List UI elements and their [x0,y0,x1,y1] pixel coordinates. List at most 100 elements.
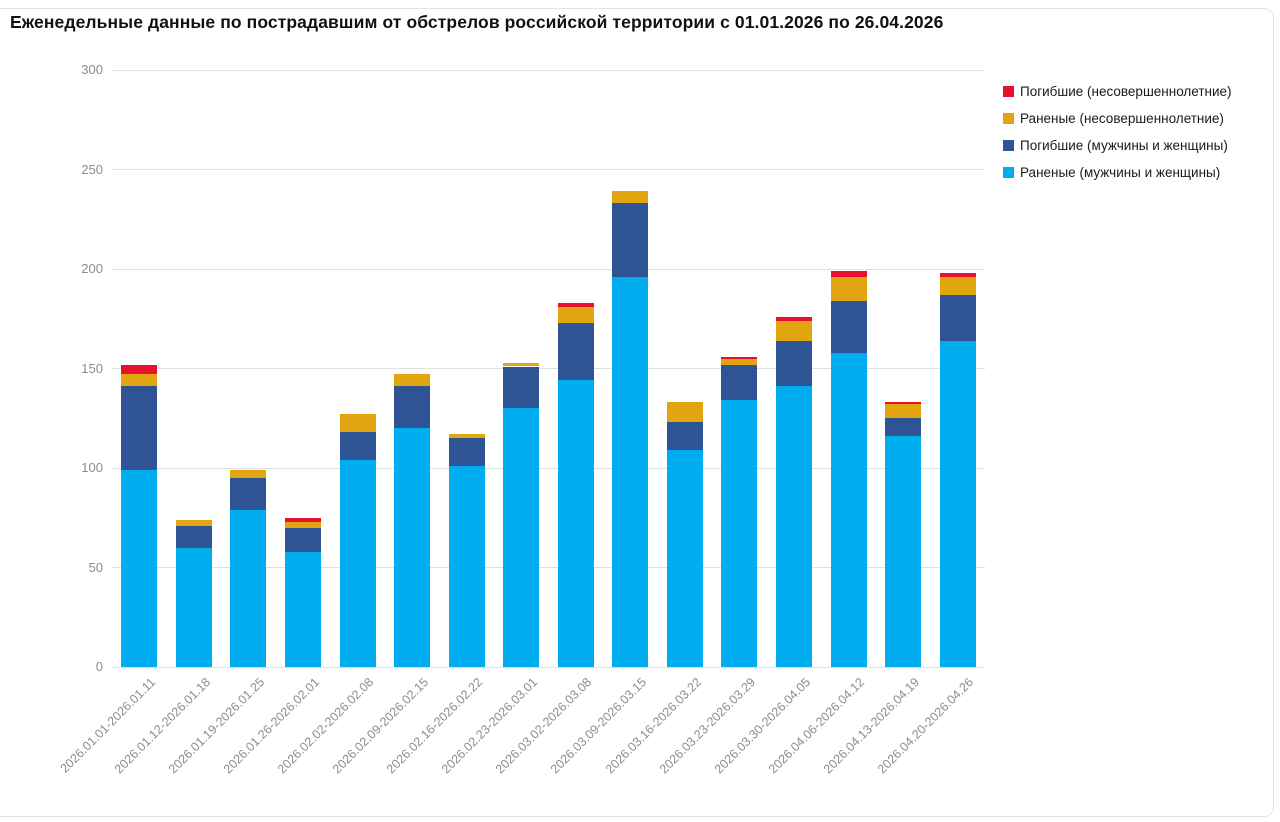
bar-segment[interactable] [448,466,485,667]
x-axis-label: 2026.01.19-2026.01.25 [165,675,268,777]
bar-segment[interactable] [503,366,540,409]
bar-segment[interactable] [776,340,813,387]
bar-segment[interactable] [830,276,867,301]
y-axis-label: 100 [81,460,103,475]
bar-segment[interactable] [776,386,813,667]
y-axis-label: 150 [81,360,103,376]
legend-swatch-icon [1003,140,1014,151]
bar-segment[interactable] [175,547,212,667]
chart-title: Еженедельные данные по пострадавшим от о… [10,12,944,32]
bar-segment[interactable] [721,356,758,359]
bar-segment[interactable] [230,509,267,667]
y-axis-label: 300 [81,62,103,77]
gridline [112,467,985,469]
bar-segment[interactable] [339,460,376,667]
y-axis-label: 0 [95,659,103,674]
x-axis-label: 2026.03.02-2026.03.08 [493,675,595,777]
gridline [112,169,985,170]
x-axis-label: 2026.03.16-2026.03.22 [602,675,704,777]
legend-swatch-icon [1003,167,1014,178]
bar-segment[interactable] [612,276,649,667]
legend-item[interactable]: Погибшие (мужчины и женщины) [1003,138,1232,153]
gridline [112,69,985,71]
bar-segment[interactable] [230,477,267,510]
bar-segment[interactable] [830,270,867,277]
bar-segment[interactable] [557,302,594,307]
legend-label: Погибшие (несовершеннолетние) [1020,84,1232,99]
bar-segment[interactable] [503,408,540,667]
bar-segment[interactable] [394,386,431,429]
bar-segment[interactable] [121,364,158,375]
bar-segment[interactable] [885,402,922,405]
bar-segment[interactable] [230,469,267,478]
y-axis-label: 50 [88,559,103,575]
y-axis-label: 250 [81,161,103,177]
bar-segment[interactable] [121,386,158,470]
legend-label: Раненые (несовершеннолетние) [1020,111,1224,126]
bar-segment[interactable] [612,203,649,277]
bar-segment[interactable] [721,358,758,365]
bar-segment[interactable] [394,374,431,387]
bar-segment[interactable] [557,306,594,323]
x-axis-label: 2026.01.01-2026.01.11 [57,675,159,776]
bar-segment[interactable] [776,320,813,341]
bar-segment[interactable] [448,438,485,466]
bar-segment[interactable] [885,436,922,667]
gridline [112,567,985,568]
gridline [112,368,985,369]
gridline [112,268,985,270]
legend-item[interactable]: Погибшие (несовершеннолетние) [1003,84,1232,99]
bar-segment[interactable] [284,551,321,667]
bar-segment[interactable] [939,294,976,341]
bar-segment[interactable] [885,404,922,419]
x-axis-label: 2026.01.12-2026.01.18 [111,675,213,777]
legend-label: Раненые (мужчины и женщины) [1020,165,1221,180]
x-axis-label: 2026.03.23-2026.03.29 [657,675,759,777]
gridline [112,666,985,668]
y-axis-label: 200 [81,261,103,276]
bar-segment[interactable] [121,374,158,387]
x-axis-label: 2026.02.02-2026.02.08 [275,675,377,777]
bar-segment[interactable] [939,340,976,667]
x-axis-label: 2026.02.16-2026.02.22 [384,675,486,777]
bar-segment[interactable] [666,422,703,451]
bar-segment[interactable] [830,300,867,353]
bar-segment[interactable] [721,400,758,667]
bar-segment[interactable] [721,364,758,401]
bar-segment[interactable] [939,272,976,277]
legend-item[interactable]: Раненые (мужчины и женщины) [1003,165,1232,180]
x-axis-label: 2026.03.09-2026.03.15 [547,675,650,777]
bar-segment[interactable] [394,428,431,667]
bar-segment[interactable] [776,316,813,321]
bar-segment[interactable] [284,527,321,552]
bar-segment[interactable] [557,380,594,667]
bar-segment[interactable] [339,414,376,433]
bar-segment[interactable] [503,362,540,367]
x-axis-label: 2026.02.23-2026.03.01 [438,675,541,777]
x-axis-label: 2026.01.26-2026.02.01 [220,675,322,777]
bar-segment[interactable] [666,450,703,667]
x-axis-label: 2026.04.13-2026.04.19 [820,675,923,777]
bar-segment[interactable] [121,469,158,667]
x-axis-label: 2026.04.20-2026.04.26 [875,675,977,777]
bar-segment[interactable] [448,434,485,439]
legend-item[interactable]: Раненые (несовершеннолетние) [1003,111,1232,126]
bar-segment[interactable] [339,432,376,461]
x-axis-label: 2026.04.06-2026.04.12 [766,675,868,777]
bar-segment[interactable] [284,517,321,522]
legend-swatch-icon [1003,113,1014,124]
bar-segment[interactable] [885,418,922,437]
legend-label: Погибшие (мужчины и женщины) [1020,138,1228,153]
legend-swatch-icon [1003,86,1014,97]
x-axis-label: 2026.03.30-2026.04.05 [711,675,813,777]
bar-segment[interactable] [284,521,321,528]
bar-segment[interactable] [830,352,867,667]
bar-segment[interactable] [939,276,976,295]
bar-segment[interactable] [666,402,703,423]
bar-segment[interactable] [612,191,649,204]
x-axis-label: 2026.02.09-2026.02.15 [329,675,431,777]
bar-segment[interactable] [175,525,212,548]
bar-segment[interactable] [557,322,594,381]
bar-segment[interactable] [175,519,212,526]
